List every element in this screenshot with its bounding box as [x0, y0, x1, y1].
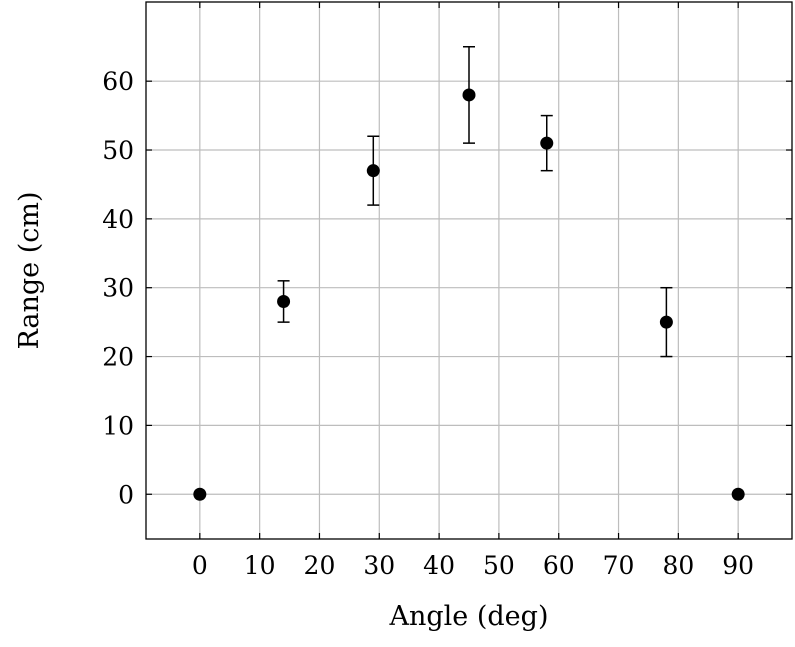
y-tick-label: 20: [102, 343, 134, 372]
data-point: [462, 88, 476, 102]
grid-layer: [146, 2, 792, 539]
x-tick-label: 40: [423, 551, 455, 580]
data-point: [193, 487, 207, 501]
data-point: [277, 294, 291, 308]
x-axis-title: Angle (deg): [389, 601, 549, 632]
x-tick-label: 70: [603, 551, 635, 580]
x-tick-label: 10: [244, 551, 276, 580]
x-tick-label: 0: [192, 551, 208, 580]
y-tick-label: 60: [102, 67, 134, 96]
marks-layer: [193, 46, 745, 501]
data-point: [731, 487, 745, 501]
y-tick-label: 10: [102, 411, 134, 440]
y-tick-label: 30: [102, 274, 134, 303]
data-point: [366, 164, 380, 178]
x-tick-label: 50: [483, 551, 515, 580]
y-tick-label: 50: [102, 136, 134, 165]
x-tick-label: 80: [662, 551, 694, 580]
y-tick-label: 40: [102, 205, 134, 234]
data-point: [659, 315, 673, 329]
y-tick-label: 0: [118, 480, 134, 509]
plot-frame: [145, 1, 793, 540]
data-point: [540, 136, 554, 150]
y-axis-title: Range (cm): [14, 191, 45, 349]
x-tick-label: 60: [543, 551, 575, 580]
x-tick-label: 30: [363, 551, 395, 580]
x-tick-label: 20: [304, 551, 336, 580]
tick-labels: 0 10 20 30 40 50 60 70 80 90 0 10 20 30 40 50 60: [102, 67, 754, 580]
x-tick-label: 90: [722, 551, 754, 580]
